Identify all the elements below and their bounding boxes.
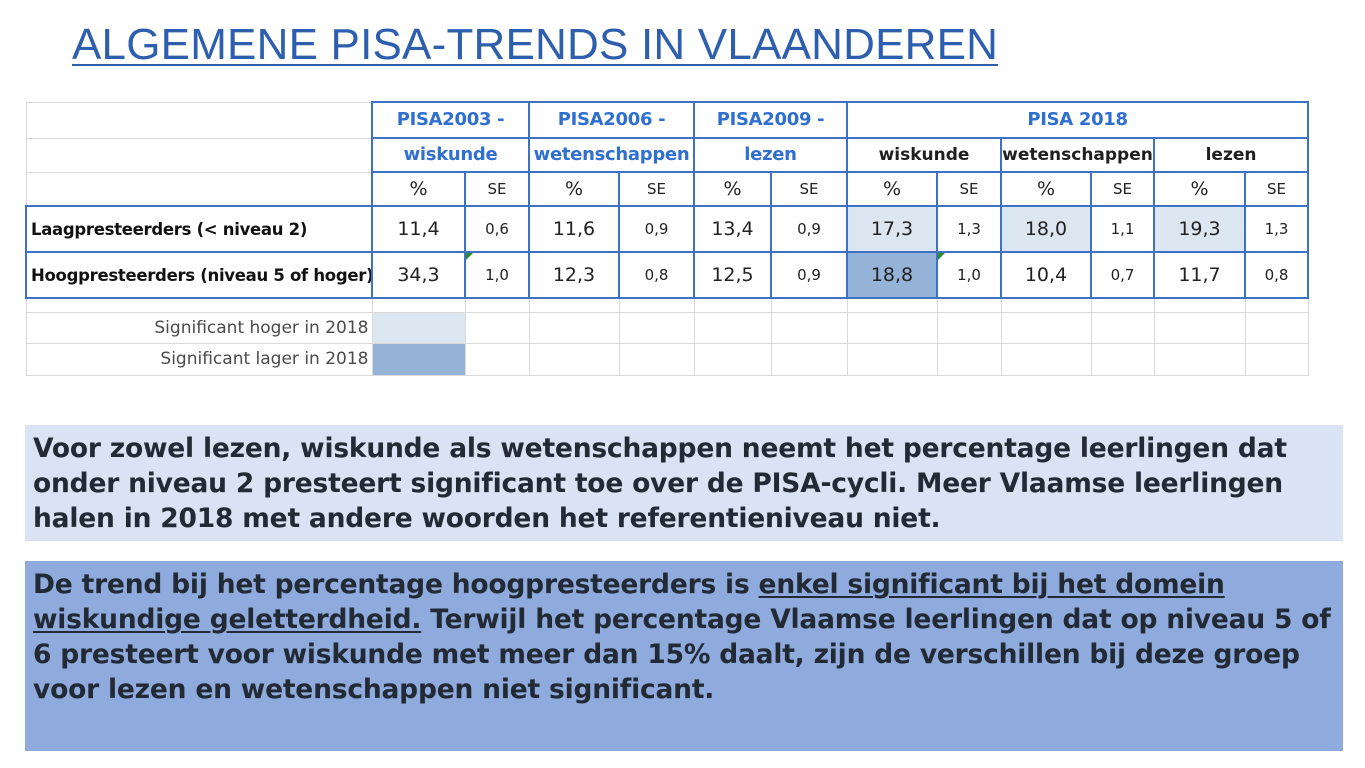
se-cell: 0,6 — [464, 205, 530, 253]
table-row-laagpresteerders: Laagpresteerders (< niveau 2) 11,4 0,6 1… — [25, 205, 1310, 253]
page-title: ALGEMENE PISA-TRENDS IN VLAANDEREN — [72, 20, 999, 69]
value-cell: 34,3 — [371, 251, 466, 299]
legend-lower-swatch — [371, 342, 466, 376]
table-row-hoogpresteerders: Hoogpresteerders (niveau 5 of hoger) 34,… — [25, 251, 1310, 299]
pisa2003-domain: wiskunde — [371, 137, 530, 173]
empty-corner-cell — [25, 171, 373, 207]
se-cell: 0,7 — [1090, 251, 1155, 299]
se-cell: 1,3 — [1243, 205, 1310, 253]
se-header: SE — [1090, 171, 1155, 207]
se-cell: 1,3 — [936, 205, 1002, 253]
pisa2018-lezen-header: lezen — [1152, 137, 1310, 173]
header-row-1: PISA2003 - PISA2006 - PISA2009 - PISA 20… — [25, 101, 1310, 139]
pisa2009-domain: lezen — [693, 137, 848, 173]
pisa-trends-table-container: PISA2003 - PISA2006 - PISA2009 - PISA 20… — [25, 101, 1310, 376]
pct-header: % — [693, 171, 772, 207]
legend-row-lower: Significant lager in 2018 — [25, 342, 1309, 376]
se-cell: 1,0 — [464, 251, 530, 299]
pct-header: % — [846, 171, 938, 207]
empty-corner-cell — [25, 101, 373, 139]
se-cell: 1,0 — [936, 251, 1002, 299]
pct-header: % — [1000, 171, 1092, 207]
pct-header: % — [528, 171, 620, 207]
pisa-trends-table: PISA2003 - PISA2006 - PISA2009 - PISA 20… — [25, 101, 1310, 376]
summary-text-underlined: enkel significant bij het domein wiskund… — [33, 569, 1225, 635]
pisa2009-header: PISA2009 - — [693, 101, 848, 139]
pisa2006-header: PISA2006 - — [528, 101, 695, 139]
legend-lower-label: Significant lager in 2018 — [25, 342, 373, 376]
value-cell: 13,4 — [693, 205, 772, 253]
legend-higher-swatch — [371, 311, 466, 344]
se-header: SE — [464, 171, 530, 207]
summary-text-end: Terwijl het percentage Vlaamse leerlinge… — [33, 604, 1331, 705]
se-cell: 0,9 — [770, 205, 848, 253]
value-cell: 11,7 — [1153, 251, 1246, 299]
se-header: SE — [770, 171, 848, 207]
pisa2003-header: PISA2003 - — [371, 101, 530, 139]
se-header: SE — [1243, 171, 1310, 207]
value-cell-significant-higher: 19,3 — [1153, 205, 1246, 253]
se-cell: 0,9 — [770, 251, 848, 299]
value-cell: 11,4 — [371, 205, 466, 253]
row-label: Laagpresteerders (< niveau 2) — [25, 205, 373, 253]
se-cell: 0,9 — [618, 205, 695, 253]
pisa2018-wetenschappen-header: wetenschappen — [1000, 137, 1155, 173]
value-cell: 12,5 — [693, 251, 772, 299]
pct-header: % — [1153, 171, 1246, 207]
pisa2018-header: PISA 2018 — [845, 101, 1310, 139]
row-label: Hoogpresteerders (niveau 5 of hoger) — [25, 251, 373, 299]
pct-header: % — [371, 171, 466, 207]
value-cell: 12,3 — [528, 251, 620, 299]
value-cell-significant-higher: 18,0 — [1000, 205, 1092, 253]
se-header: SE — [936, 171, 1002, 207]
header-row-units: % SE % SE % SE % SE % SE % SE — [25, 171, 1310, 207]
pisa2018-wiskunde-header: wiskunde — [846, 137, 1002, 173]
se-cell: 0,8 — [1243, 251, 1310, 299]
summary-text-low-performers: Voor zowel lezen, wiskunde als wetenscha… — [33, 433, 1287, 534]
empty-corner-cell — [25, 137, 373, 173]
se-header: SE — [618, 171, 695, 207]
summary-box-low-performers: Voor zowel lezen, wiskunde als wetenscha… — [25, 425, 1343, 541]
summary-text-high-performers: De trend bij het percentage hoogpresteer… — [33, 567, 1335, 707]
value-cell: 10,4 — [1000, 251, 1092, 299]
header-row-2: wiskunde wetenschappen lezen wiskunde we… — [25, 137, 1310, 173]
pisa2006-domain: wetenschappen — [528, 137, 695, 173]
legend-higher-label: Significant hoger in 2018 — [25, 311, 373, 344]
value-cell-significant-lower: 18,8 — [846, 251, 938, 299]
spacer-row — [25, 297, 1309, 313]
summary-box-high-performers: De trend bij het percentage hoogpresteer… — [25, 561, 1343, 751]
value-cell: 11,6 — [528, 205, 620, 253]
value-cell-significant-higher: 17,3 — [846, 205, 938, 253]
summary-text-start: De trend bij het percentage hoogpresteer… — [33, 569, 759, 600]
legend-row-higher: Significant hoger in 2018 — [25, 311, 1309, 344]
se-cell: 0,8 — [618, 251, 695, 299]
se-cell: 1,1 — [1090, 205, 1155, 253]
